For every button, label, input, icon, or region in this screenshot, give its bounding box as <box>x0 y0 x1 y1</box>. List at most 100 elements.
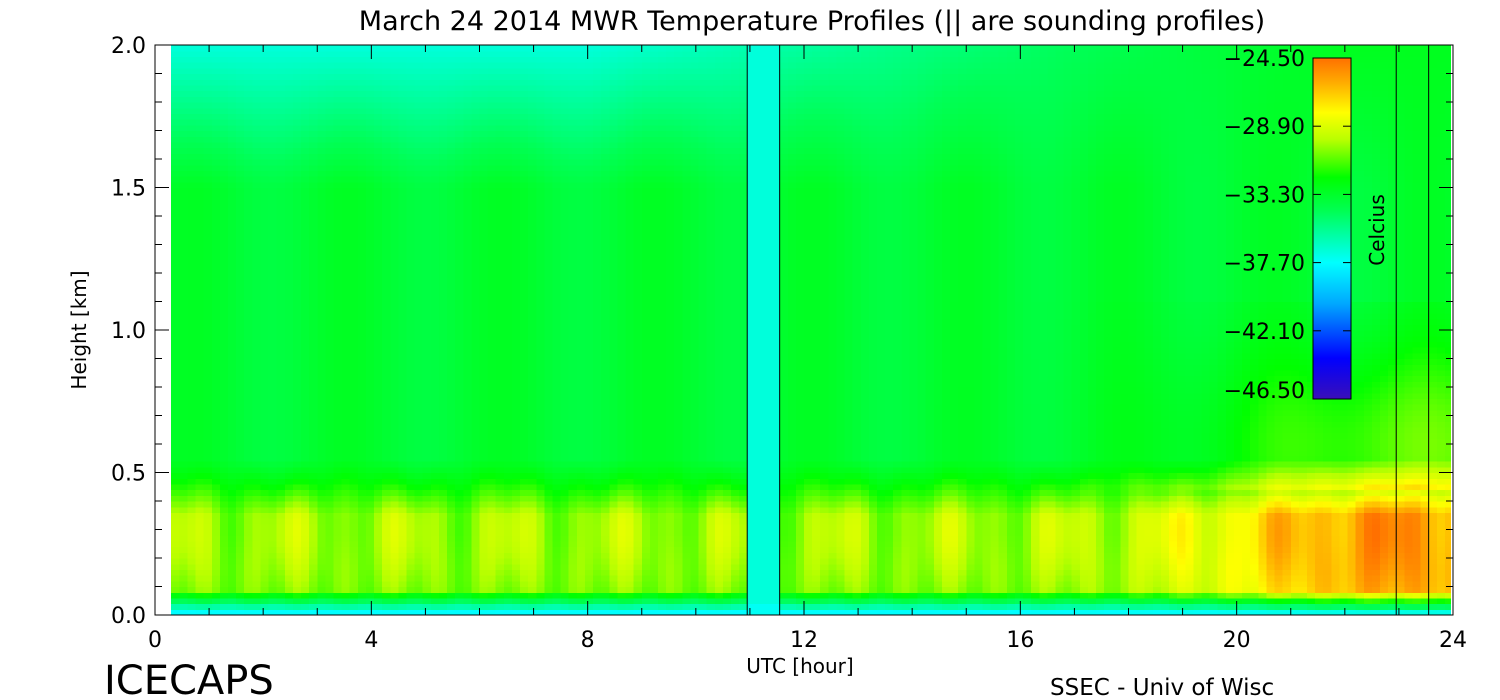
heatmap-cell <box>438 312 448 320</box>
heatmap-cell <box>179 79 189 86</box>
heatmap-cell <box>333 107 343 114</box>
heatmap-cell <box>219 233 229 240</box>
heatmap-cell <box>365 244 375 251</box>
heatmap-cell <box>187 347 197 354</box>
heatmap-cell <box>463 455 472 462</box>
heatmap-cell <box>236 79 245 86</box>
heatmap-cell <box>528 375 537 382</box>
heatmap-cell <box>187 233 197 240</box>
heatmap-cell <box>357 119 367 126</box>
heatmap-cell <box>228 210 237 217</box>
heatmap-cell <box>447 244 456 251</box>
heatmap-cell <box>406 335 416 342</box>
heatmap-cell <box>511 489 521 496</box>
heatmap-cell <box>390 170 399 177</box>
heatmap-cell <box>333 535 343 542</box>
heatmap-cell <box>333 255 343 263</box>
heatmap-cell <box>536 67 545 75</box>
heatmap-cell <box>179 290 189 297</box>
heatmap-cell <box>179 569 189 576</box>
heatmap-cell <box>203 347 213 354</box>
heatmap-cell <box>244 102 253 109</box>
heatmap-cell <box>179 558 189 565</box>
heatmap-cell <box>398 221 408 228</box>
heatmap-cell <box>317 563 326 570</box>
heatmap-cell <box>487 267 497 274</box>
heatmap-cell <box>244 216 253 223</box>
heatmap-cell <box>511 198 521 206</box>
heatmap-cell <box>292 461 302 468</box>
heatmap-cell <box>268 181 278 189</box>
heatmap-cell <box>219 592 229 599</box>
heatmap-cell <box>365 62 375 69</box>
heatmap-cell <box>325 79 335 86</box>
heatmap-cell <box>398 210 408 217</box>
heatmap-cell <box>357 472 367 479</box>
heatmap-cell <box>471 216 481 223</box>
heatmap-cell <box>390 489 399 496</box>
heatmap-cell <box>187 518 197 525</box>
heatmap-cell <box>349 301 359 308</box>
heatmap-cell <box>495 107 505 114</box>
heatmap-cell <box>422 278 432 285</box>
heatmap-cell <box>463 295 472 303</box>
heatmap-cell <box>406 250 416 257</box>
heatmap-cell <box>544 136 554 143</box>
heatmap-cell <box>171 535 180 542</box>
heatmap-cell <box>292 512 302 519</box>
heatmap-cell <box>455 79 464 86</box>
heatmap-cell <box>325 102 335 109</box>
heatmap-cell <box>487 84 497 92</box>
heatmap-cell <box>455 113 464 120</box>
heatmap-cell <box>536 278 545 285</box>
heatmap-cell <box>438 563 448 570</box>
heatmap-cell <box>447 381 456 388</box>
heatmap-cell <box>406 381 416 388</box>
heatmap-cell <box>422 409 432 417</box>
heatmap-cell <box>503 124 513 132</box>
heatmap-cell <box>236 335 245 342</box>
heatmap-cell <box>284 609 294 616</box>
heatmap-cell <box>520 558 529 565</box>
heatmap-cell <box>398 381 408 388</box>
heatmap-cell <box>511 210 521 217</box>
heatmap-cell <box>374 96 383 103</box>
heatmap-cell <box>560 472 570 479</box>
heatmap-cell <box>438 221 448 228</box>
heatmap-cell <box>390 580 399 588</box>
heatmap-cell <box>487 147 497 154</box>
heatmap-cell <box>455 592 464 599</box>
heatmap-cell <box>171 295 180 303</box>
heatmap-cell <box>511 124 521 132</box>
heatmap-cell <box>211 512 221 519</box>
heatmap-cell <box>495 586 505 593</box>
heatmap-cell <box>333 295 343 303</box>
heatmap-cell <box>374 523 383 531</box>
heatmap-cell <box>544 102 554 109</box>
heatmap-cell <box>341 187 351 194</box>
heatmap-cell <box>171 261 180 268</box>
heatmap-cell <box>276 73 286 80</box>
heatmap-cell <box>179 124 189 132</box>
heatmap-cell <box>422 164 432 171</box>
heatmap-cell <box>398 415 408 422</box>
heatmap-cell <box>341 102 351 109</box>
heatmap-cell <box>520 369 529 377</box>
heatmap-cell <box>365 79 375 86</box>
heatmap-cell <box>228 495 237 502</box>
heatmap-cell <box>301 558 310 565</box>
heatmap-cell <box>487 181 497 189</box>
heatmap-cell <box>195 193 205 200</box>
heatmap-cell <box>219 130 229 137</box>
heatmap-cell <box>422 56 432 63</box>
heatmap-cell <box>552 506 562 513</box>
heatmap-cell <box>333 455 343 462</box>
heatmap-cell <box>414 575 424 582</box>
heatmap-cell <box>268 461 278 468</box>
heatmap-cell <box>463 546 472 553</box>
heatmap-cell <box>560 62 570 69</box>
heatmap-cell <box>195 563 205 570</box>
heatmap-cell <box>536 489 545 496</box>
heatmap-cell <box>236 495 245 502</box>
heatmap-cell <box>357 335 367 342</box>
